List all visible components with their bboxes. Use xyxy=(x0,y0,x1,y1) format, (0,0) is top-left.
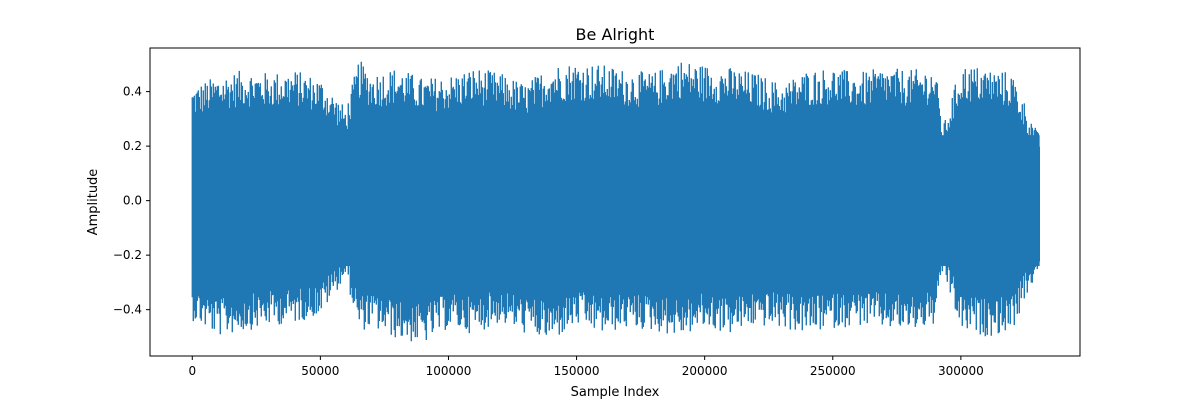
y-tick-label: 0.4 xyxy=(123,85,142,99)
x-tick-label: 200000 xyxy=(682,364,728,378)
y-tick-label: 0.0 xyxy=(123,194,142,208)
x-tick-label: 250000 xyxy=(810,364,856,378)
y-tick-label: −0.4 xyxy=(113,303,142,317)
chart-title: Be Alright xyxy=(576,25,655,44)
x-tick-label: 50000 xyxy=(301,364,339,378)
waveform-dense-band xyxy=(192,135,1040,267)
y-tick-label: 0.2 xyxy=(123,139,142,153)
x-tick-label: 150000 xyxy=(554,364,600,378)
axes-frame xyxy=(149,47,1081,357)
x-axis-ticks: 0 50000 100000 150000 200000 250000 300000 xyxy=(188,356,984,378)
x-tick-label: 0 xyxy=(188,364,196,378)
x-axis-label: Sample Index xyxy=(571,385,660,400)
x-tick-label: 100000 xyxy=(426,364,472,378)
x-tick-label: 300000 xyxy=(938,364,984,378)
y-tick-label: −0.2 xyxy=(113,248,142,262)
y-axis-label: Amplitude xyxy=(86,169,101,236)
plot-area xyxy=(191,61,1040,342)
y-axis-ticks: −0.4 −0.2 0.0 0.2 0.4 xyxy=(113,85,150,317)
